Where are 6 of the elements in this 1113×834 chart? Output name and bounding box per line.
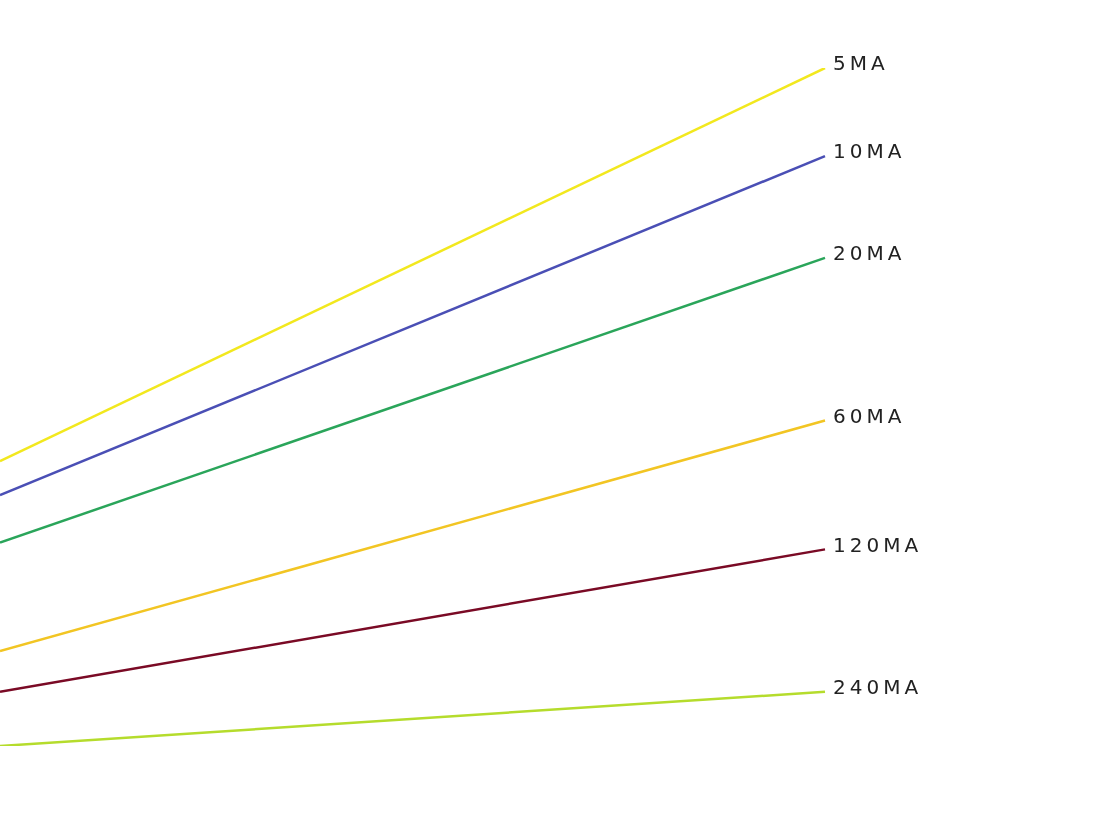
series-label: 240MA: [833, 674, 923, 699]
series-label: 20MA: [833, 241, 906, 266]
series-label: 10MA: [833, 139, 906, 164]
series-label: 60MA: [833, 403, 906, 428]
series-label: 120MA: [833, 532, 923, 557]
series-label: 5MA: [833, 51, 889, 76]
